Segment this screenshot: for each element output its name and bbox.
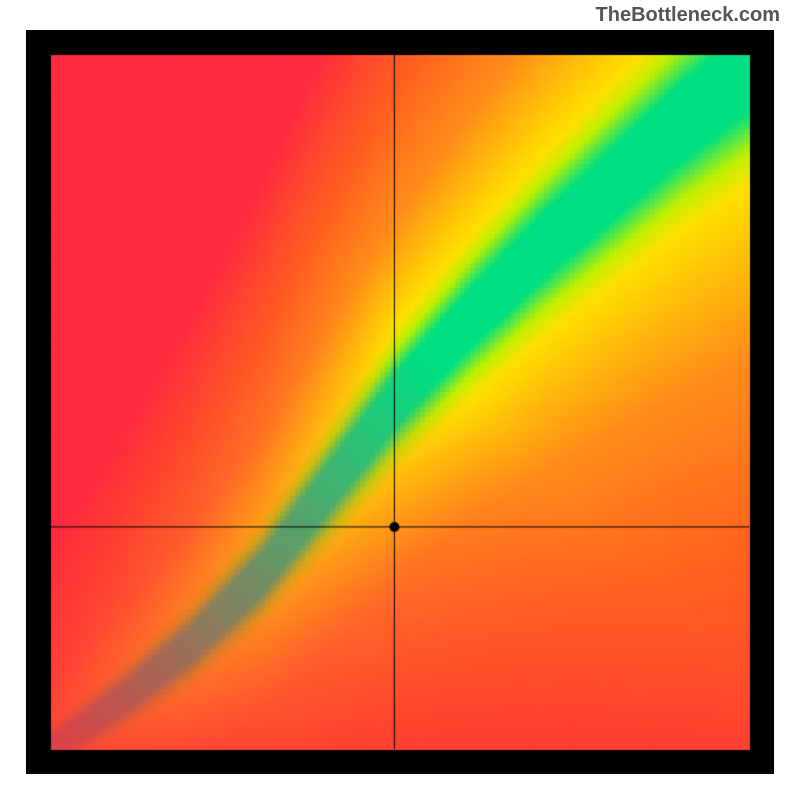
heatmap-canvas [26,30,774,774]
heatmap-chart [26,30,774,774]
watermark-text: TheBottleneck.com [596,4,780,27]
